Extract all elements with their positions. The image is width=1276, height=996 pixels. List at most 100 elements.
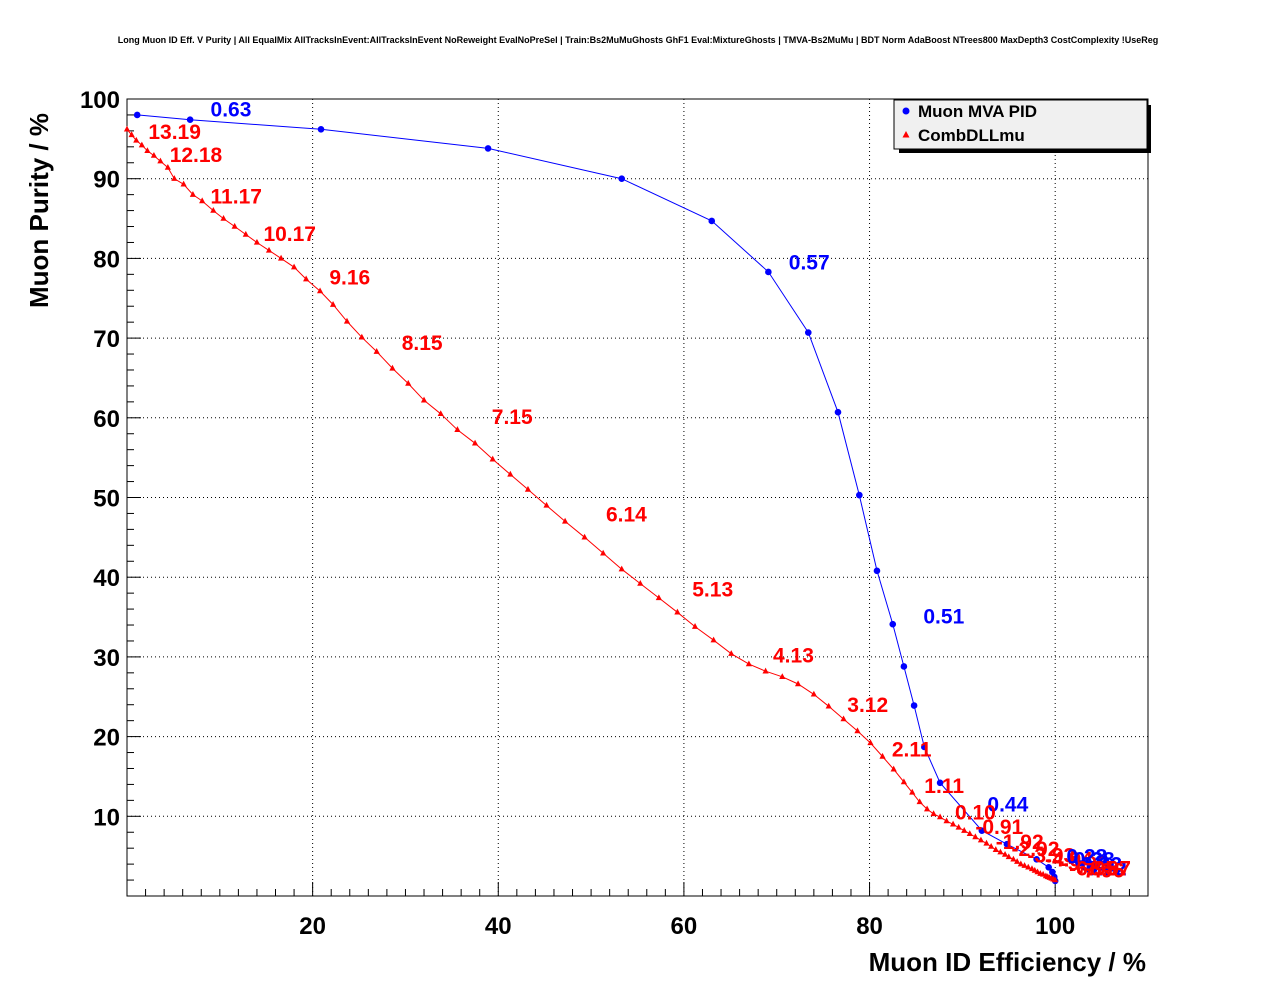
point-mva (186, 116, 194, 124)
point-dll (1005, 853, 1012, 860)
point-dll (389, 364, 396, 371)
point-dll (988, 842, 995, 849)
point-dll (164, 163, 171, 170)
grid (127, 98, 1148, 896)
legend-label-dll: CombDLLmu (918, 126, 1025, 145)
point-dll (471, 439, 479, 446)
point-dll (133, 136, 140, 143)
annotation-label: 2.11 (892, 739, 932, 762)
legend-label-mva: Muon MVA PID (918, 102, 1037, 121)
y-tick-label: 10 (93, 804, 120, 831)
point-dll (144, 147, 151, 154)
point-dll (854, 727, 861, 734)
annotation-label: 0.22 (1086, 857, 1127, 880)
point-dll (405, 379, 412, 386)
point-dll (961, 827, 968, 833)
point-dll (290, 263, 298, 270)
legend: Muon MVA PID CombDLLmu (893, 99, 1151, 153)
annotation-label: 1.11 (924, 775, 964, 798)
y-tick-label: 100 (80, 87, 120, 114)
point-dll (150, 151, 158, 158)
point-dll (900, 778, 907, 785)
point-dll (691, 623, 699, 629)
point-mva (978, 827, 986, 834)
point-dll (1052, 876, 1059, 883)
y-tick-label: 90 (93, 167, 120, 194)
legend-marker-dll (902, 131, 910, 138)
y-tick-label: 80 (93, 246, 120, 273)
point-mva (1045, 864, 1052, 871)
annotation-label: -1.92 (996, 831, 1044, 854)
point-dll (794, 680, 802, 687)
point-dll (1017, 860, 1024, 867)
y-tick-label: 40 (93, 565, 120, 592)
annotation-label: 4.13 (773, 644, 814, 667)
annotation-label: 9.16 (329, 267, 370, 290)
annotation-label: 0.32 (1081, 853, 1122, 876)
annotation-label: 7.15 (492, 406, 533, 429)
point-dll (343, 317, 351, 324)
point-dll (955, 823, 962, 830)
annotation-label: 0.44 (987, 794, 1028, 817)
point-dll (123, 125, 131, 132)
point-mva (889, 620, 897, 628)
point-dll (524, 485, 532, 492)
point-dll (637, 579, 644, 586)
point-dll (303, 275, 310, 282)
point-dll (157, 157, 164, 164)
annotation-label: -0.91 (975, 816, 1023, 839)
point-dll (507, 470, 514, 477)
point-dll (253, 238, 261, 245)
legend-box (893, 99, 1148, 150)
point-mva (900, 663, 908, 670)
annotation-label: -3.93 (1027, 845, 1075, 868)
point-mva (873, 567, 881, 575)
point-dll (879, 752, 886, 759)
annotation-label: -8.97 (1083, 857, 1131, 880)
point-dll (916, 798, 923, 805)
point-dll (199, 197, 206, 204)
point-mva (708, 217, 716, 225)
annotation-label: -4.94 (1045, 849, 1093, 872)
point-dll (909, 788, 916, 795)
point-dll (710, 636, 717, 643)
point-dll (437, 410, 444, 417)
annotation-label: 0.38 (1074, 849, 1115, 872)
point-dll (923, 805, 931, 812)
point-dll (189, 191, 197, 197)
point-dll (265, 246, 273, 253)
point-dll (581, 533, 588, 540)
point-dll (674, 608, 681, 615)
point-dll (562, 517, 569, 524)
point-dll (600, 549, 607, 556)
annotation-label: 0.57 (789, 252, 830, 275)
annotation-label: -5.95 (1061, 852, 1109, 875)
point-mva (910, 702, 918, 709)
point-dll (489, 455, 496, 462)
point-dll (728, 650, 735, 656)
axes: 20 40 60 80 100 10 20 30 40 50 60 70 80 90 100 (80, 87, 1149, 940)
x-tick-label: 80 (856, 913, 883, 940)
y-tick-label: 50 (93, 486, 120, 513)
point-dll (890, 765, 897, 772)
y-tick-label: 20 (93, 725, 120, 752)
point-dll (242, 230, 249, 237)
point-dll (171, 175, 178, 181)
annotation-label: 11.17 (211, 185, 262, 208)
annotation-label: -7.96 (1077, 860, 1125, 883)
x-tick-label: 40 (485, 913, 512, 940)
plot-frame (126, 98, 1149, 897)
chart-title: Long Muon ID Eff. V Purity | All EqualMi… (118, 35, 1159, 45)
point-mva (804, 329, 812, 336)
point-mva (484, 145, 492, 152)
annotation-label: 0.10 (955, 801, 996, 824)
annotation-label: 0.28 (1066, 845, 1107, 868)
point-dll (949, 820, 957, 827)
point-dll (966, 830, 973, 837)
point-dll (930, 810, 937, 817)
annotation-label: 3.12 (847, 694, 888, 717)
point-dll (316, 287, 324, 294)
point-dll (420, 396, 428, 403)
point-dll (983, 839, 990, 846)
